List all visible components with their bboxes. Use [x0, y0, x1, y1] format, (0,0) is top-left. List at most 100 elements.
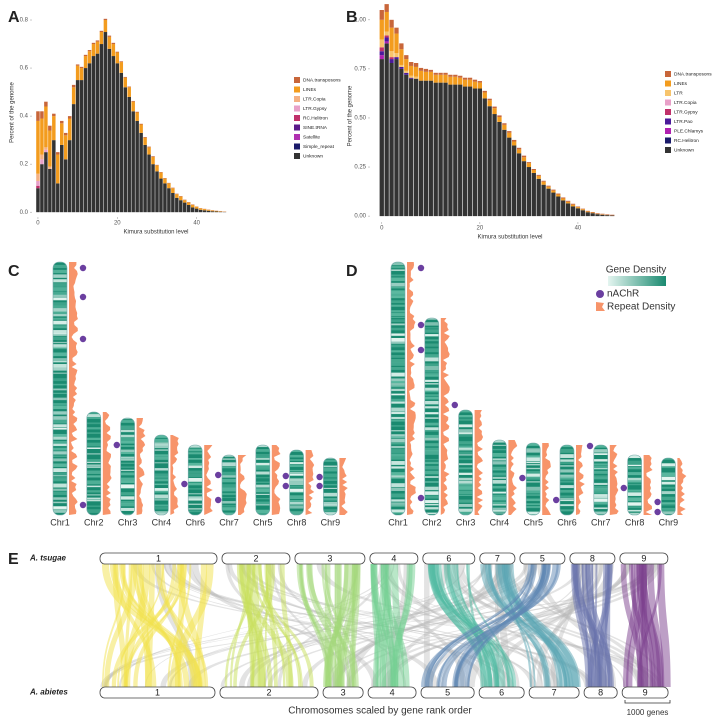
- gene-density-band: [86, 442, 101, 447]
- gene-density-band: [560, 445, 574, 448]
- synteny-link: [441, 564, 584, 687]
- bar-segment: [131, 101, 135, 112]
- bar-segment: [423, 68, 429, 72]
- gene-density-band: [53, 497, 67, 500]
- gene-density-band: [289, 495, 304, 500]
- chromosome-outline: [661, 457, 676, 516]
- gene-density-band: [53, 436, 67, 440]
- gene-density-band: [526, 457, 541, 462]
- gene-density-band: [458, 415, 473, 418]
- bar-segment: [143, 137, 147, 145]
- x-tick-label: 20: [476, 226, 483, 232]
- gene-density-band: [391, 436, 405, 438]
- gene-density-band: [120, 425, 135, 430]
- gene-density-band: [188, 508, 203, 510]
- chromosome-box: [369, 552, 419, 565]
- chromosome-outline: [458, 409, 473, 516]
- gene-density-band: [593, 445, 608, 448]
- bar-segment: [561, 200, 566, 217]
- x-tick-label: 0: [380, 226, 384, 232]
- nachr-marker: [215, 496, 222, 504]
- bar-segment: [75, 65, 80, 81]
- bar-segment: [107, 36, 112, 49]
- bar-segment: [95, 41, 100, 54]
- gene-density-band: [391, 385, 405, 388]
- legend-label: Unknown: [303, 153, 323, 159]
- gene-density-band: [53, 403, 67, 405]
- synteny-link: [233, 564, 273, 687]
- gene-density-band: [154, 435, 169, 438]
- bar-segment: [413, 76, 419, 79]
- gene-density-band: [154, 456, 169, 460]
- gene-density-band: [424, 354, 439, 358]
- gene-density-band: [154, 444, 169, 449]
- gene-density-band: [391, 323, 405, 326]
- gene-density-band: [424, 366, 439, 371]
- bar-segment: [404, 70, 409, 73]
- gene-density-band: [391, 286, 405, 289]
- bar-segment: [536, 178, 541, 217]
- bar-segment: [60, 120, 64, 124]
- gene-density-band: [627, 477, 642, 482]
- gene-density-band: [53, 451, 67, 455]
- synteny-link: [427, 564, 493, 687]
- bar-segment: [492, 114, 497, 217]
- gene-density-band: [120, 462, 135, 464]
- gene-density-band: [424, 339, 439, 342]
- gene-density-band: [593, 465, 608, 470]
- gene-density-band: [526, 481, 541, 483]
- gene-density-band: [391, 372, 405, 377]
- bar-segment: [44, 149, 48, 153]
- chromosome-box: [322, 686, 364, 699]
- gene-density-band: [323, 473, 338, 478]
- bar-segment: [63, 135, 68, 160]
- legend-label: DNA.transposons: [674, 71, 712, 77]
- chromosome-outline: [627, 454, 642, 516]
- bar-segment: [409, 62, 414, 66]
- bar-segment: [48, 166, 52, 169]
- gene-density-band: [526, 490, 541, 494]
- bar-segment: [453, 76, 458, 85]
- bar-segment: [438, 74, 443, 83]
- synteny-link: [572, 564, 595, 687]
- bar-segment: [521, 155, 527, 158]
- legend-label: LTR.Gypsy: [674, 109, 698, 115]
- gene-density-band: [323, 478, 338, 482]
- repeat-density: [136, 418, 146, 515]
- legend-label: LINEs: [674, 81, 688, 87]
- bar-segment: [48, 168, 52, 213]
- gene-density-band: [593, 459, 608, 462]
- gene-density-band: [560, 495, 574, 497]
- bar-segment: [399, 64, 404, 67]
- gene-density-band: [222, 455, 236, 457]
- nachr-marker: [620, 484, 627, 492]
- gene-density-band: [424, 458, 439, 461]
- gene-density-band: [424, 427, 439, 431]
- gene-density-band: [424, 437, 439, 441]
- gene-density-band: [458, 435, 473, 437]
- chromosome-outline: [323, 457, 338, 516]
- bar-segment: [159, 172, 163, 179]
- gene-density-band: [424, 486, 439, 491]
- gene-density-band: [526, 464, 541, 466]
- synteny-link: [380, 564, 410, 687]
- legend-label: Simple_repeat: [303, 144, 335, 150]
- bar-segment: [462, 79, 468, 87]
- bar-segment: [472, 88, 478, 217]
- bar-segment: [423, 80, 429, 217]
- bar-segment: [389, 51, 394, 58]
- gene-density-band: [53, 361, 67, 363]
- synteny-link: [266, 564, 278, 687]
- synteny-link: [497, 564, 573, 687]
- chromosome-box: [569, 552, 616, 565]
- gene-density-band: [53, 506, 67, 509]
- gene-density-band: [53, 262, 67, 264]
- legend-label: RC.Helitron: [303, 115, 328, 121]
- legend-label: LTR.Gypsy: [303, 106, 327, 112]
- gene-density-band: [661, 472, 676, 477]
- chromosome-label: Chr3: [118, 517, 138, 527]
- gene-density-band: [627, 466, 642, 470]
- gene-density-band: [424, 504, 439, 506]
- chromosome-label: 5: [540, 553, 545, 563]
- synteny-link: [381, 564, 466, 687]
